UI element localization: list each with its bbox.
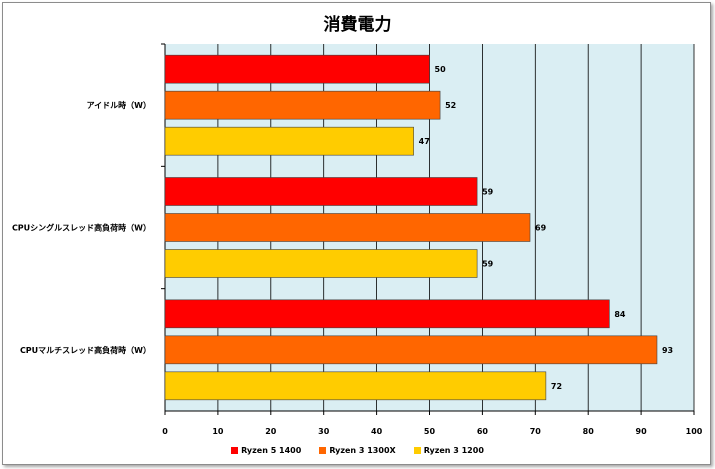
legend-label: Ryzen 5 1400 [241,446,302,455]
x-tick-label: 20 [265,427,277,436]
bar [164,299,610,329]
x-tick-label: 50 [424,427,436,436]
data-label: 52 [445,101,456,110]
bar [164,335,658,365]
legend: Ryzen 5 1400 Ryzen 3 1300X Ryzen 3 1200 [0,446,715,455]
data-label: 93 [662,346,673,355]
data-label: 69 [535,224,547,233]
legend-label: Ryzen 3 1200 [423,446,484,455]
x-tick-label: 10 [212,427,224,436]
x-tick-label: 30 [318,427,330,436]
legend-swatch [413,447,421,454]
data-label: 72 [551,382,562,391]
x-tick-label: 80 [583,427,595,436]
bar [164,249,478,278]
legend-label: Ryzen 3 1300X [329,446,396,455]
legend-item: Ryzen 3 1300X [319,446,396,455]
category-label: CPUシングルスレッド高負荷時（W） [12,223,151,233]
data-label: 47 [419,137,430,146]
legend-swatch [319,447,327,454]
bar [164,177,478,206]
x-tick-label: 0 [162,427,168,436]
bar [164,371,547,401]
bar [164,54,430,84]
bar [164,90,441,120]
data-label: 84 [614,310,626,319]
x-tick-label: 60 [477,427,489,436]
x-tick-label: 70 [530,427,542,436]
data-label: 59 [482,188,494,197]
data-label: 59 [482,260,494,269]
legend-item: Ryzen 5 1400 [231,446,301,455]
x-tick-label: 100 [686,427,703,436]
x-tick-label: 40 [371,427,383,436]
data-label: 50 [435,65,447,74]
chart-title: 消費電力 [323,15,392,35]
category-label: アイドル時（W） [87,100,151,110]
legend-swatch [231,447,239,454]
legend-item: Ryzen 3 1200 [413,446,484,455]
bar [164,213,531,242]
category-label: CPUマルチスレッド高負荷時（W） [20,345,151,355]
bar [164,126,414,156]
x-tick-label: 90 [636,427,648,436]
